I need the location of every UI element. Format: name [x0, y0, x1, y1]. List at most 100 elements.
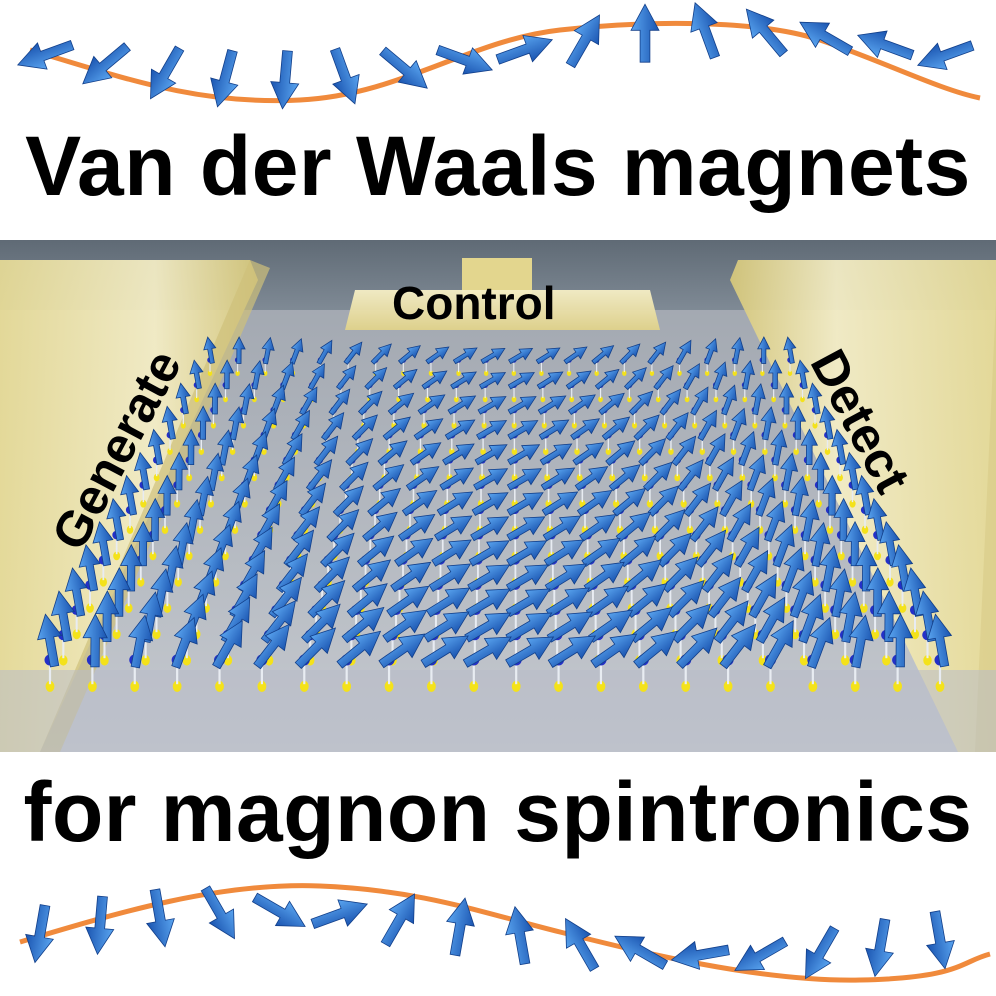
atom-yellow	[596, 680, 606, 692]
title-line-2: for magnon spintronics	[23, 765, 973, 859]
atom-yellow	[141, 655, 150, 666]
atom-yellow	[541, 422, 547, 429]
spin-arrow	[671, 603, 712, 644]
spin-arrow	[690, 2, 721, 60]
atom-yellow	[800, 396, 805, 403]
spin-arrow	[506, 468, 542, 491]
control-electrode	[345, 290, 660, 330]
atom-yellow	[576, 473, 583, 482]
spin-arrow	[770, 429, 788, 466]
atom-yellow	[935, 680, 945, 692]
spin-arrow	[619, 343, 641, 365]
atom-yellow	[871, 629, 880, 640]
atom-yellow	[636, 448, 643, 455]
atom-yellow	[594, 370, 599, 376]
spin-arrow	[50, 590, 76, 643]
spin-arrow	[78, 544, 101, 592]
spin-arrow	[666, 579, 705, 619]
spin-arrow	[480, 348, 506, 365]
spin-arrow	[638, 438, 667, 467]
spin-arrow	[335, 364, 357, 391]
spin-arrow	[378, 633, 426, 669]
spin-arrow	[539, 443, 573, 466]
spin-arrow	[387, 392, 415, 416]
spin-arrow	[588, 609, 634, 643]
spin-arrow	[697, 409, 717, 442]
spin-arrow	[390, 561, 432, 593]
spin-arrow	[704, 433, 726, 467]
spin-arrow	[425, 587, 471, 618]
atom-yellow	[482, 396, 488, 403]
atom-yellow	[824, 448, 831, 455]
spin-wave-top	[16, 2, 981, 110]
spin-arrow	[772, 523, 795, 568]
spin-arrow	[682, 362, 700, 391]
spin-arrow	[144, 497, 166, 541]
spin-arrow	[726, 503, 752, 543]
spin-arrow	[505, 564, 549, 592]
spin-arrow	[594, 368, 620, 390]
spin-arrow	[633, 414, 660, 441]
atom-yellow	[194, 396, 200, 403]
atom-yellow	[811, 577, 819, 587]
spin-arrow	[671, 435, 697, 467]
atom-yellow	[821, 603, 829, 613]
spin-arrow	[470, 516, 510, 542]
atom-yellow	[609, 473, 616, 482]
atom-yellow	[428, 370, 434, 376]
spin-arrow	[570, 418, 601, 441]
spin-arrow	[253, 623, 290, 670]
spin-arrow	[822, 474, 842, 516]
spin-arrow	[642, 461, 673, 492]
spin-arrow	[659, 388, 682, 416]
atom-yellow	[542, 448, 549, 455]
spin-arrow	[799, 21, 854, 56]
atom-yellow	[152, 629, 161, 640]
atom-yellow	[149, 551, 157, 561]
spin-arrow	[106, 497, 127, 541]
spin-arrow	[250, 359, 265, 390]
atom-yellow	[221, 551, 229, 561]
spin-arrow	[382, 416, 411, 441]
atom-yellow	[742, 396, 748, 403]
atom-yellow	[601, 422, 608, 429]
spin-arrow	[615, 511, 652, 542]
title-line-1: Van der Waals magnets	[25, 119, 971, 213]
spin-arrow	[780, 452, 799, 492]
spin-arrow	[200, 885, 235, 940]
spin-arrow	[339, 461, 369, 492]
spin-arrow	[431, 539, 472, 567]
atom-yellow	[782, 422, 788, 429]
spin-arrow	[397, 345, 421, 365]
spin-arrow	[128, 614, 154, 669]
spin-arrow	[328, 388, 351, 416]
spin-arrow	[675, 339, 692, 365]
atom-yellow	[59, 655, 68, 666]
spin-arrow	[471, 492, 509, 516]
atom-yellow	[739, 473, 746, 482]
spin-arrow	[916, 40, 975, 71]
spin-arrow	[537, 395, 567, 415]
spin-arrow	[439, 467, 475, 491]
spin-arrow	[608, 464, 641, 492]
spin-arrow	[299, 386, 318, 416]
spin-arrow	[450, 371, 477, 390]
spin-arrow	[507, 420, 539, 441]
spin-arrow	[207, 382, 223, 415]
spin-arrow	[630, 3, 660, 63]
spin-arrow	[444, 419, 476, 441]
atom-yellow	[684, 396, 690, 403]
spin-arrow	[442, 443, 475, 466]
spin-arrow	[781, 547, 805, 593]
spin-arrow	[741, 549, 769, 594]
spin-arrow	[591, 345, 615, 365]
spin-arrow	[16, 39, 75, 70]
spin-arrow	[82, 613, 108, 668]
spin-arrow	[356, 535, 395, 568]
spin-arrow	[380, 893, 415, 948]
atom-yellow	[480, 448, 486, 455]
spin-arrow	[712, 456, 734, 492]
spin-arrow	[848, 614, 874, 669]
atom-yellow	[180, 422, 186, 429]
spin-arrow	[505, 636, 555, 668]
